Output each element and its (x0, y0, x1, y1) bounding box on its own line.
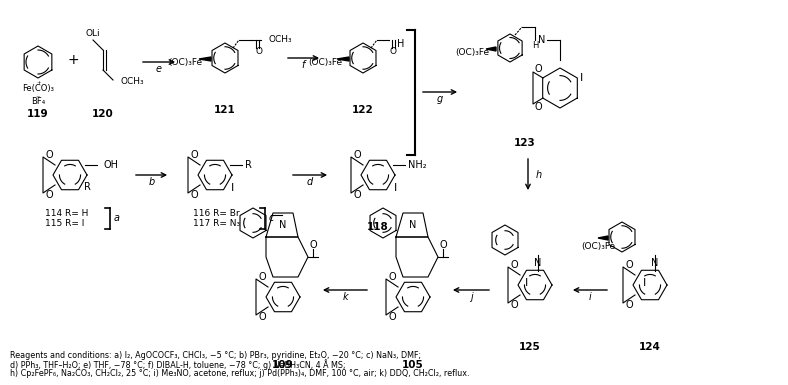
Text: N: N (409, 220, 417, 230)
Text: 123: 123 (514, 138, 536, 148)
Text: I: I (643, 278, 647, 288)
Text: O: O (510, 260, 518, 270)
Text: e: e (156, 64, 162, 74)
Text: N: N (538, 35, 545, 45)
Polygon shape (486, 47, 496, 51)
Text: OH: OH (104, 160, 119, 170)
Text: N: N (534, 258, 541, 268)
Text: O: O (258, 312, 266, 322)
Text: I: I (526, 278, 529, 288)
Text: a: a (114, 213, 120, 223)
Text: 116 R= Br: 116 R= Br (193, 209, 240, 218)
Text: h: h (536, 169, 542, 179)
Text: ⁺: ⁺ (37, 79, 41, 89)
Text: (OC)₃Fe: (OC)₃Fe (581, 243, 615, 251)
Text: N: N (279, 220, 287, 230)
Text: 105: 105 (402, 360, 424, 370)
Text: 114 R= H: 114 R= H (45, 209, 88, 218)
Text: N: N (652, 258, 659, 268)
Text: (OC)₃Fe: (OC)₃Fe (168, 59, 202, 67)
Text: H: H (532, 42, 538, 50)
Text: (OC)₃Fe: (OC)₃Fe (455, 49, 489, 57)
Text: OCH₃: OCH₃ (121, 77, 145, 87)
Text: H: H (397, 39, 405, 49)
Text: 117 R= N₃: 117 R= N₃ (193, 219, 240, 229)
Text: j: j (470, 292, 472, 302)
Text: c: c (269, 213, 274, 223)
Text: 115 R= I: 115 R= I (45, 219, 84, 229)
Text: b: b (148, 177, 154, 187)
Text: k: k (342, 292, 348, 302)
Text: O: O (388, 312, 396, 322)
Text: 120: 120 (92, 109, 114, 119)
Text: I: I (232, 183, 235, 193)
Text: h) Cp₂FePF₆, Na₂CO₃, CH₂Cl₂, 25 °C; i) Me₃NO, acetone, reflux; j) Pd(PPh₃)₄, DMF: h) Cp₂FePF₆, Na₂CO₃, CH₂Cl₂, 25 °C; i) M… (10, 370, 470, 378)
Text: NH₂: NH₂ (408, 160, 426, 170)
Text: O: O (534, 102, 542, 112)
Text: 121: 121 (214, 105, 236, 115)
Text: O: O (439, 240, 447, 250)
Text: O: O (388, 272, 396, 282)
Text: 124: 124 (639, 342, 661, 352)
Text: O: O (353, 150, 361, 160)
Text: O: O (190, 190, 198, 200)
Text: O: O (625, 260, 633, 270)
Text: BF₄: BF₄ (31, 97, 45, 107)
Text: I: I (581, 73, 584, 83)
Text: 118: 118 (367, 222, 388, 232)
Text: O: O (353, 190, 361, 200)
Text: 122: 122 (352, 105, 374, 115)
Text: g: g (437, 94, 443, 104)
Polygon shape (199, 57, 211, 61)
Text: O: O (190, 150, 198, 160)
Text: +: + (67, 53, 79, 67)
Text: R: R (84, 182, 91, 192)
Text: O: O (45, 190, 53, 200)
Text: O: O (45, 150, 53, 160)
Text: 119: 119 (28, 109, 49, 119)
Text: O: O (309, 240, 317, 250)
Text: i: i (589, 292, 591, 302)
Text: O: O (258, 272, 266, 282)
Polygon shape (598, 236, 608, 240)
Text: O: O (510, 300, 518, 310)
Text: f: f (302, 60, 305, 70)
Text: O: O (389, 47, 396, 57)
Text: I: I (394, 183, 398, 193)
Text: O: O (255, 47, 262, 57)
Text: O: O (625, 300, 633, 310)
Text: O: O (534, 64, 542, 74)
Text: Fe(CO)₃: Fe(CO)₃ (22, 84, 54, 94)
Text: d) PPh₃, THF–H₂O; e) THF, −78 °C; f) DIBAL-H, toluene, −78 °C; g) NaBH₃CN, 4 Å M: d) PPh₃, THF–H₂O; e) THF, −78 °C; f) DIB… (10, 360, 346, 370)
Text: (OC)₃Fe: (OC)₃Fe (308, 59, 342, 67)
Text: ⁻: ⁻ (35, 94, 40, 102)
Text: 109: 109 (272, 360, 294, 370)
Text: Reagents and conditions: a) I₂, AgOCOCF₃, CHCl₃, −5 °C; b) PBr₃, pyridine, Et₂O,: Reagents and conditions: a) I₂, AgOCOCF₃… (10, 352, 421, 360)
Text: OCH₃: OCH₃ (269, 35, 292, 45)
Text: d: d (307, 177, 313, 187)
Text: OLi: OLi (86, 30, 100, 38)
Text: R: R (245, 160, 252, 170)
Text: 125: 125 (519, 342, 541, 352)
Polygon shape (337, 57, 349, 61)
